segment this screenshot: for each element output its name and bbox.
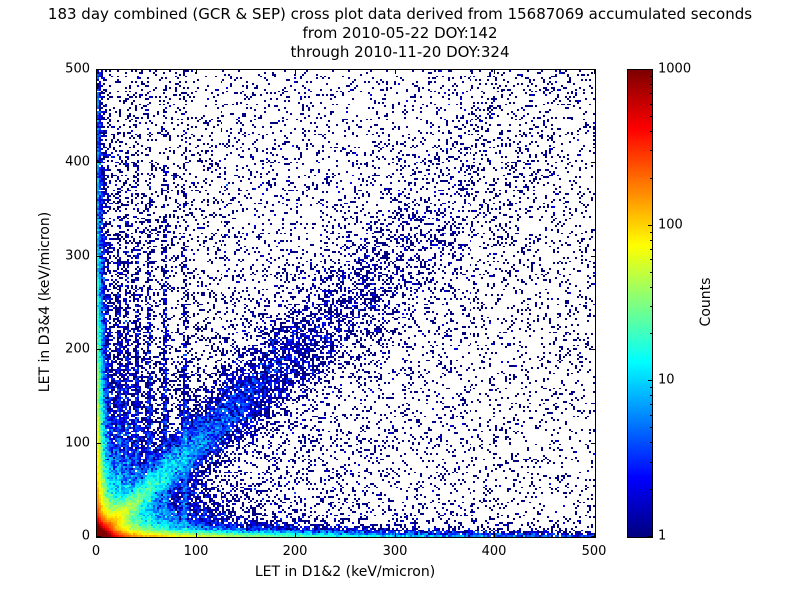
colorbar-minor-tick (650, 272, 652, 273)
x-axis-tick-top (96, 70, 97, 74)
y-axis-tick-label: 300 (65, 248, 90, 264)
colorbar-tick-label: 1 (658, 528, 667, 544)
x-axis-tick (494, 533, 495, 537)
colorbar-minor-tick (650, 76, 652, 77)
x-axis-tick-label: 200 (282, 544, 308, 559)
colorbar-minor-tick (650, 178, 652, 179)
x-axis-tick-top (196, 70, 197, 74)
colorbar-tick (648, 380, 652, 381)
chart-title-line1: 183 day combined (GCR & SEP) cross plot … (47, 5, 753, 23)
colorbar-minor-tick (650, 93, 652, 94)
y-axis-tick-label: 500 (65, 61, 90, 77)
y-axis-tick-label: 0 (81, 528, 90, 544)
x-axis-label: LET in D1&2 (keV/micron) (254, 564, 436, 580)
y-axis-label: LET in D3&4 (keV/micron) (37, 211, 53, 393)
colorbar-minor-tick (650, 395, 652, 396)
colorbar-minor-tick (650, 415, 652, 416)
y-axis-tick-right (591, 536, 595, 537)
y-axis-tick-right (591, 349, 595, 350)
y-axis-tick (97, 256, 101, 257)
x-axis-tick-label: 300 (382, 544, 408, 559)
chart-title-line2: from 2010-05-22 DOY:142 (302, 24, 498, 42)
colorbar-tick (648, 225, 652, 226)
y-axis-tick-right (591, 69, 595, 70)
colorbar-minor-tick (650, 462, 652, 463)
colorbar-tick (648, 536, 652, 537)
x-axis-tick-top (295, 70, 296, 74)
colorbar-minor-tick (650, 240, 652, 241)
y-axis-tick-right (591, 162, 595, 163)
x-axis-tick (196, 533, 197, 537)
x-axis-tick-label: 100 (183, 544, 209, 559)
colorbar-minor-tick (650, 427, 652, 428)
y-axis-tick-right (591, 256, 595, 257)
colorbar-minor-tick (650, 404, 652, 405)
colorbar-minor-tick (650, 232, 652, 233)
x-axis-tick (295, 533, 296, 537)
colorbar-gradient (628, 70, 652, 537)
y-axis-tick (97, 536, 101, 537)
colorbar-label: Counts (698, 277, 714, 327)
y-axis-tick (97, 162, 101, 163)
x-axis-tick (96, 533, 97, 537)
colorbar-minor-tick (650, 333, 652, 334)
x-axis-tick-top (594, 70, 595, 74)
y-axis-tick (97, 69, 101, 70)
colorbar-minor-tick (650, 387, 652, 388)
colorbar-tick-label: 1000 (658, 61, 692, 77)
colorbar-minor-tick (650, 489, 652, 490)
x-axis-tick-label: 500 (581, 544, 607, 559)
chart-title-line3: through 2010-11-20 DOY:324 (290, 43, 510, 61)
y-axis-tick (97, 443, 101, 444)
colorbar-minor-tick (650, 116, 652, 117)
colorbar-minor-tick (650, 104, 652, 105)
chart-title: 183 day combined (GCR & SEP) cross plot … (0, 5, 800, 62)
y-axis-tick-label: 100 (65, 435, 90, 451)
plot-area (96, 69, 596, 538)
density-scatter-canvas (97, 70, 595, 537)
colorbar-minor-tick (650, 131, 652, 132)
colorbar-tick (648, 69, 652, 70)
colorbar-minor-tick (650, 249, 652, 250)
x-axis-tick-top (494, 70, 495, 74)
x-axis-tick-top (395, 70, 396, 74)
x-axis-tick-label: 0 (91, 544, 101, 559)
x-axis-tick (594, 533, 595, 537)
colorbar-minor-tick (650, 84, 652, 85)
y-axis-tick (97, 349, 101, 350)
colorbar-minor-tick (650, 306, 652, 307)
colorbar-minor-tick (650, 442, 652, 443)
colorbar-minor-tick (650, 287, 652, 288)
colorbar-tick-label: 100 (658, 217, 683, 233)
y-axis-tick-label: 200 (65, 341, 90, 357)
y-axis-tick-right (591, 443, 595, 444)
colorbar (627, 69, 653, 538)
x-axis-tick-label: 400 (481, 544, 507, 559)
y-axis-tick-label: 400 (65, 154, 90, 170)
x-axis-tick (395, 533, 396, 537)
colorbar-minor-tick (650, 150, 652, 151)
colorbar-tick-label: 10 (658, 372, 675, 388)
colorbar-minor-tick (650, 259, 652, 260)
